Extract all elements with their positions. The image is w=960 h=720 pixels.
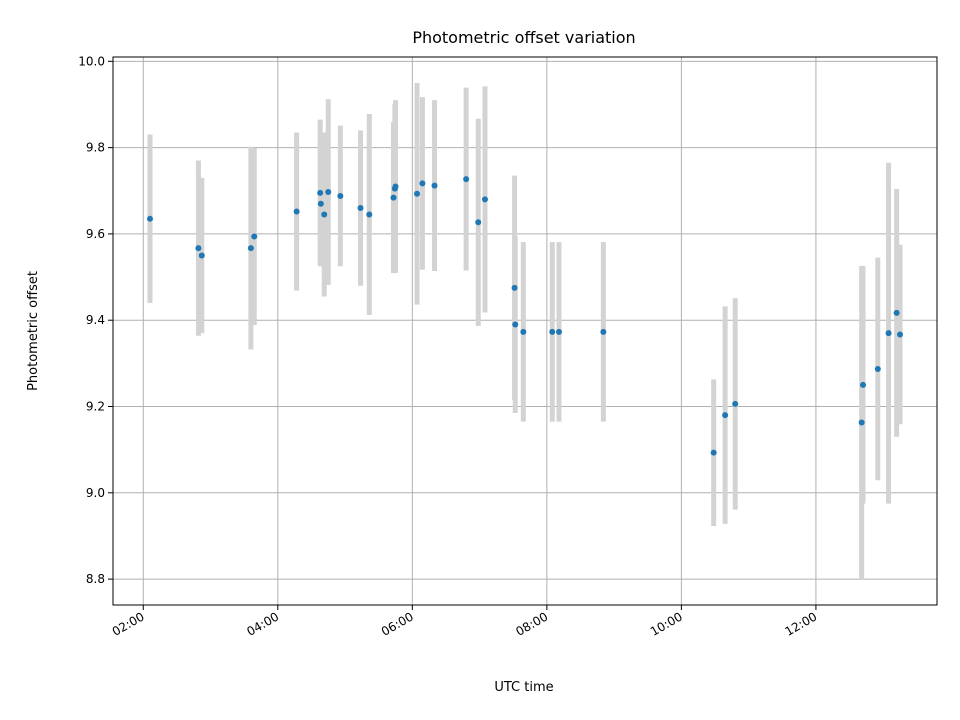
data-point <box>512 321 519 328</box>
data-point <box>600 328 607 335</box>
x-tick-label: 06:00 <box>379 609 416 638</box>
data-point <box>475 219 482 226</box>
y-axis-ticks: 8.8 9.0 9.2 9.4 9.6 9.8 10.0 <box>78 54 113 586</box>
y-tick-label: 8.8 <box>86 572 105 586</box>
y-axis-label: Photometric offset <box>26 271 41 391</box>
data-point <box>555 328 562 335</box>
plot-frame <box>112 56 938 606</box>
data-point <box>549 328 556 335</box>
data-points <box>146 176 904 456</box>
x-tick-label: 08:00 <box>513 609 550 638</box>
data-point <box>390 194 397 201</box>
data-point <box>198 252 205 259</box>
data-point <box>247 245 254 252</box>
chart-title: Photometric offset variation <box>412 28 635 47</box>
data-point <box>520 328 527 335</box>
data-point <box>146 215 153 222</box>
data-point <box>732 400 739 407</box>
x-tick-label: 10:00 <box>648 609 685 638</box>
data-point <box>357 205 364 212</box>
data-point <box>317 189 324 196</box>
data-point <box>293 208 300 215</box>
data-point <box>419 180 426 187</box>
data-point <box>392 183 399 190</box>
data-point <box>511 284 518 291</box>
data-point <box>860 381 867 388</box>
data-point <box>251 233 258 240</box>
data-point <box>858 419 865 426</box>
x-tick-label: 02:00 <box>110 609 147 638</box>
data-point <box>195 245 202 252</box>
y-tick-label: 9.8 <box>86 141 105 155</box>
data-point <box>463 176 470 183</box>
y-tick-label: 9.4 <box>86 313 105 327</box>
data-point <box>710 449 717 456</box>
data-point <box>366 211 373 218</box>
data-point <box>885 330 892 337</box>
data-point <box>337 192 344 199</box>
y-tick-label: 9.0 <box>86 486 105 500</box>
data-point <box>874 365 881 372</box>
data-point <box>481 196 488 203</box>
data-point <box>893 309 900 316</box>
x-tick-label: 12:00 <box>782 609 819 638</box>
x-axis-ticks: 02:00 04:00 06:00 08:00 10:00 12:00 <box>110 605 819 639</box>
data-point <box>321 211 328 218</box>
data-point <box>317 200 324 207</box>
data-point <box>414 190 421 197</box>
data-point <box>325 189 332 196</box>
data-point <box>431 182 438 189</box>
x-tick-label: 04:00 <box>244 609 281 638</box>
x-axis-label: UTC time <box>494 680 553 695</box>
y-tick-label: 9.6 <box>86 227 105 241</box>
y-tick-label: 9.2 <box>86 400 105 414</box>
data-point <box>722 412 729 419</box>
data-point <box>897 331 904 338</box>
y-tick-label: 10.0 <box>78 54 105 68</box>
